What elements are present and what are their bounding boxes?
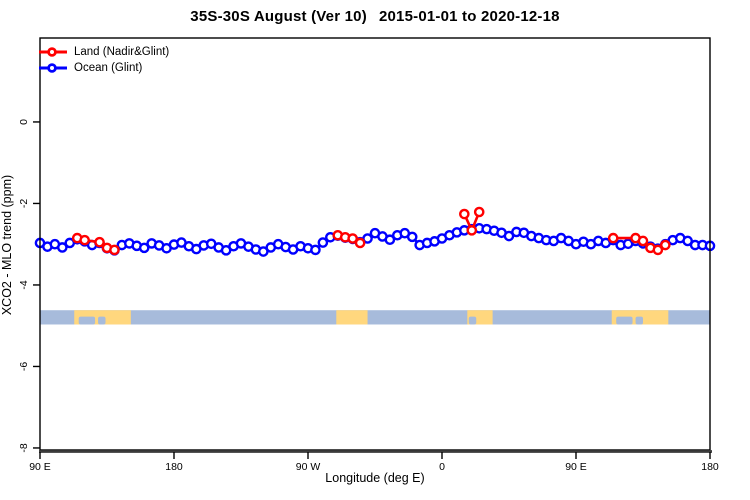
land-data-point <box>466 225 478 236</box>
land-data-point <box>473 206 485 218</box>
ocean-data-point <box>406 231 418 243</box>
y-tick-label: 0 <box>18 119 30 125</box>
x-tick-label: 180 <box>701 461 719 473</box>
land-data-point <box>607 232 619 244</box>
map-strip-ocean <box>40 310 710 325</box>
ocean-data-point <box>362 233 373 244</box>
y-axis-label: XCO2 - MLO trend (ppm) <box>0 174 14 316</box>
map-strip-water-notch <box>78 316 96 325</box>
y-tick-label: -8 <box>18 443 30 452</box>
ocean-data-point <box>138 242 150 254</box>
legend-label-land: Land (Nadir&Glint) <box>74 46 170 58</box>
plot-border <box>39 37 711 451</box>
land-data-point <box>79 234 90 246</box>
chart-title: 35S-30S August (Ver 10) 2015-01-01 to 20… <box>190 8 560 25</box>
legend-item-land: Land (Nadir&Glint) <box>38 44 169 60</box>
land-data-point <box>109 244 120 256</box>
x-tick-label: 90 W <box>296 461 321 473</box>
ocean-data-point <box>57 242 68 253</box>
land-series-marker-icon <box>39 47 67 57</box>
ocean-data-point <box>310 244 321 256</box>
land-data-point <box>347 233 358 244</box>
ocean-data-point <box>317 237 329 248</box>
land-data-point <box>637 235 649 247</box>
x-tick-label: 90 E <box>565 461 587 473</box>
x-tick-label: 0 <box>439 461 445 473</box>
legend: Land (Nadir&Glint) Ocean (Glint) <box>38 44 169 76</box>
legend-label-ocean: Ocean (Glint) <box>74 62 143 74</box>
ocean-series-marker-icon <box>39 63 67 73</box>
x-tick-label: 180 <box>165 461 183 473</box>
map-strip-land-patch <box>336 310 368 325</box>
map-strip-water-notch <box>635 316 643 325</box>
map-strip-water-notch <box>468 316 477 325</box>
land-data-point <box>459 208 470 220</box>
ocean-data-point <box>384 234 396 246</box>
x-tick-label: 90 E <box>29 461 51 473</box>
x-axis-label: Longitude (deg E) <box>325 471 425 485</box>
legend-item-ocean: Ocean (Glint) <box>38 60 169 76</box>
map-strip-water-notch <box>616 316 633 325</box>
land-data-point <box>660 239 671 251</box>
map-strip-water-notch <box>98 316 106 325</box>
land-data-point <box>652 244 664 256</box>
y-tick-label: -4 <box>18 280 30 289</box>
land-data-point <box>354 237 366 249</box>
y-tick-label: -2 <box>18 199 30 208</box>
y-tick-label: -6 <box>18 362 30 371</box>
land-data-point <box>94 236 105 248</box>
